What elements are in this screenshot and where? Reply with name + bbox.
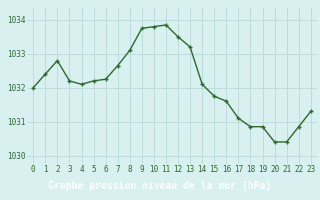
Text: Graphe pression niveau de la mer (hPa): Graphe pression niveau de la mer (hPa) [48,181,272,191]
